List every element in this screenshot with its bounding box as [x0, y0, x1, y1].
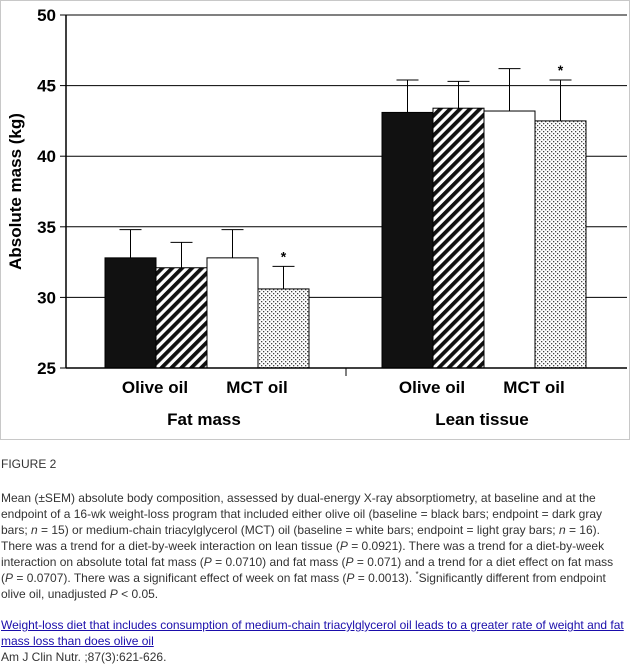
y-tick-label: 50 [37, 6, 56, 25]
article-link[interactable]: Weight-loss diet that includes consumpti… [1, 618, 624, 648]
y-tick-label: 45 [37, 77, 56, 96]
bar-lean-tissue-2 [432, 107, 485, 369]
bar-fat-mass-2 [155, 267, 208, 369]
significance-star: * [281, 248, 287, 264]
diet-label: MCT oil [226, 378, 287, 397]
bar-fat-mass-1 [104, 257, 157, 369]
group-label: Lean tissue [435, 410, 529, 429]
bar-lean-tissue-1 [381, 111, 434, 369]
y-axis-label: Absolute mass (kg) [6, 113, 25, 270]
diet-label: Olive oil [399, 378, 465, 397]
group-label: Fat mass [167, 410, 241, 429]
y-tick-label: 35 [37, 218, 56, 237]
labels: 25 30 35 40 45 50 Absolute mass (kg) * Olive oil… [6, 6, 565, 429]
journal-reference: Am J Clin Nutr. ;87(3):621-626. [1, 650, 167, 664]
figure-panel: 25 30 35 40 45 50 Absolute mass (kg) * Olive oil… [0, 0, 630, 440]
y-tick-label: 40 [37, 147, 56, 166]
y-tick-label: 30 [37, 288, 56, 307]
bar-fat-mass-4 [257, 288, 310, 369]
figure-description: Mean (±SEM) absolute body composition, a… [1, 491, 614, 601]
y-tick-label: 25 [37, 359, 56, 378]
bars [104, 68, 587, 369]
diet-label: Olive oil [122, 378, 188, 397]
bar-chart: 25 30 35 40 45 50 Absolute mass (kg) * Olive oil… [6, 6, 627, 429]
figure-label: FIGURE 2 [1, 457, 57, 471]
bar-lean-tissue-4 [534, 120, 587, 369]
significance-star: * [558, 62, 564, 78]
bar-lean-tissue-3 [483, 110, 536, 369]
figure-caption: FIGURE 2 Mean (±SEM) absolute body compo… [1, 456, 626, 665]
diet-label: MCT oil [503, 378, 564, 397]
bar-fat-mass-3 [206, 257, 259, 369]
axes [60, 14, 627, 376]
